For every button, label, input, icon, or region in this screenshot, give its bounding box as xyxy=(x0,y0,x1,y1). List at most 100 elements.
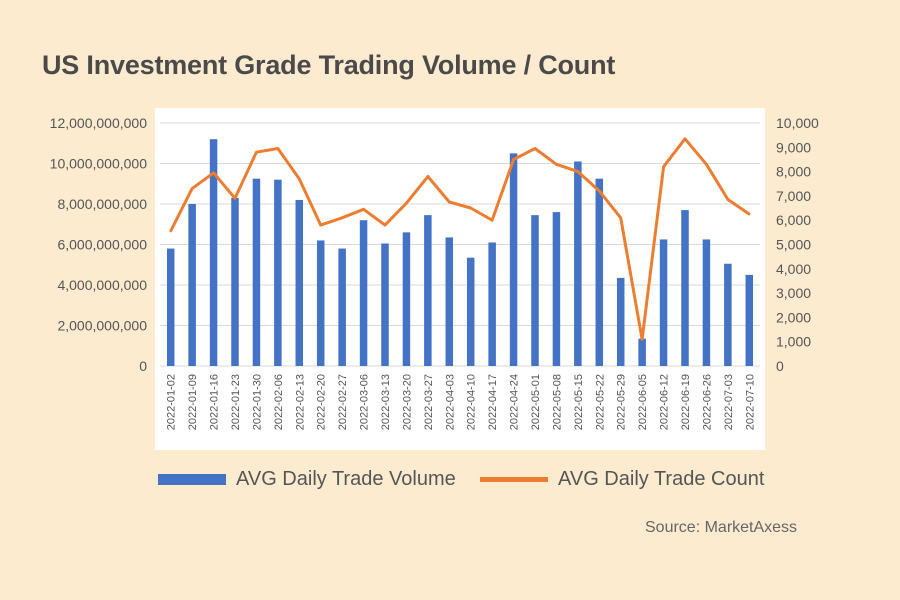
line-point xyxy=(490,219,494,222)
bar xyxy=(424,215,432,366)
y-right-tick-label: 6,000 xyxy=(776,212,811,228)
line-point xyxy=(748,212,751,216)
bar xyxy=(681,210,689,366)
bar xyxy=(659,239,668,366)
y-left-tick-label: 8,000,000,000 xyxy=(57,196,147,212)
x-tick-label: 2022-05-01 xyxy=(530,374,542,430)
x-tick-label: 2022-01-02 xyxy=(166,374,178,430)
line-point xyxy=(233,197,237,200)
x-tick-label: 2022-04-17 xyxy=(487,374,499,430)
x-tick-label: 2022-03-27 xyxy=(423,374,435,430)
line-point xyxy=(362,208,365,211)
x-tick-label: 2022-04-24 xyxy=(509,374,521,430)
line-point xyxy=(512,158,515,161)
y-right-tick-label: 2,000 xyxy=(776,309,811,325)
legend-label-count: AVG Daily Trade Count xyxy=(558,468,765,490)
bar xyxy=(616,277,625,366)
y-left-tick-label: 10,000,000,000 xyxy=(50,156,148,172)
bar xyxy=(338,248,346,366)
line-point xyxy=(405,201,408,205)
bar xyxy=(724,263,732,366)
x-tick-label: 2022-07-10 xyxy=(744,374,756,430)
line-point xyxy=(190,187,194,190)
line-point xyxy=(298,177,301,181)
x-tick-label: 2022-05-15 xyxy=(573,374,585,430)
line-point xyxy=(383,223,387,227)
legend-item-count: AVG Daily Trade Count xyxy=(480,468,764,491)
legend-item-volume: AVG Daily Trade Volume xyxy=(158,468,456,491)
line-point xyxy=(640,338,644,341)
line-point xyxy=(340,216,344,219)
y-right-tick-label: 7,000 xyxy=(776,188,811,204)
x-tick-label: 2022-05-08 xyxy=(551,374,563,430)
y-left-tick-label: 12,000,000,000 xyxy=(50,115,148,131)
x-tick-label: 2022-01-30 xyxy=(251,374,263,430)
y-left-tick-label: 4,000,000,000 xyxy=(57,277,147,293)
bar xyxy=(402,232,411,366)
x-tick-label: 2022-04-10 xyxy=(466,374,478,430)
x-tick-label: 2022-06-12 xyxy=(659,374,671,430)
line-point xyxy=(276,147,280,150)
x-tick-label: 2022-04-03 xyxy=(444,374,456,430)
bar xyxy=(381,243,389,366)
bar xyxy=(295,199,304,366)
y-right-tick-label: 4,000 xyxy=(776,261,811,277)
bar xyxy=(231,197,239,366)
y-right-tick-label: 10,000 xyxy=(776,115,819,131)
line-point xyxy=(169,229,172,233)
legend: AVG Daily Trade Volume AVG Daily Trade C… xyxy=(158,468,778,498)
y-right-tick-label: 1,000 xyxy=(776,334,811,350)
bar xyxy=(552,212,561,366)
bar xyxy=(252,178,261,366)
legend-swatch-volume xyxy=(158,474,226,485)
y-left-tick-label: 0 xyxy=(139,358,147,374)
x-tick-label: 2022-01-23 xyxy=(230,374,242,430)
line-point xyxy=(705,163,708,166)
x-tick-label: 2022-02-27 xyxy=(337,374,349,430)
line-point xyxy=(448,200,451,204)
line-point xyxy=(469,206,472,210)
x-tick-label: 2022-01-16 xyxy=(209,374,221,430)
line-point xyxy=(533,147,537,150)
legend-swatch-count xyxy=(480,477,548,482)
line-point xyxy=(662,165,665,168)
y-right-tick-label: 3,000 xyxy=(776,285,811,301)
bar xyxy=(316,240,325,366)
y-right-tick-label: 5,000 xyxy=(776,237,811,253)
bar xyxy=(638,338,646,366)
x-tick-label: 2022-01-09 xyxy=(187,374,199,430)
chart-title: US Investment Grade Trading Volume / Cou… xyxy=(42,50,616,80)
y-right-tick-label: 8,000 xyxy=(776,164,811,180)
bar xyxy=(166,248,175,366)
bar xyxy=(574,161,582,366)
y-right-tick-label: 0 xyxy=(776,358,784,374)
line-point xyxy=(255,150,258,154)
line-point xyxy=(319,223,322,227)
bar xyxy=(488,242,496,366)
x-tick-label: 2022-07-03 xyxy=(723,374,735,430)
x-tick-label: 2022-02-13 xyxy=(294,374,306,430)
x-tick-label: 2022-03-06 xyxy=(359,374,371,430)
x-tick-label: 2022-06-05 xyxy=(637,374,649,430)
line-point xyxy=(726,198,730,201)
line-point xyxy=(212,171,215,175)
bar xyxy=(274,179,282,366)
bar xyxy=(595,178,604,366)
line-point xyxy=(426,175,430,178)
x-tick-label: 2022-06-19 xyxy=(680,374,692,430)
bar xyxy=(445,237,454,366)
x-tick-label: 2022-02-20 xyxy=(316,374,328,430)
bar xyxy=(509,153,518,366)
line-point xyxy=(598,189,601,193)
x-tick-label: 2022-03-13 xyxy=(380,374,392,430)
y-right-tick-label: 9,000 xyxy=(776,139,811,155)
bar xyxy=(359,220,368,366)
bar xyxy=(209,139,218,366)
x-tick-label: 2022-03-20 xyxy=(401,374,413,430)
bar xyxy=(745,274,754,366)
y-left-tick-label: 2,000,000,000 xyxy=(57,318,147,334)
line-point xyxy=(555,163,558,166)
x-tick-label: 2022-05-22 xyxy=(594,374,606,430)
line-point xyxy=(619,216,622,219)
